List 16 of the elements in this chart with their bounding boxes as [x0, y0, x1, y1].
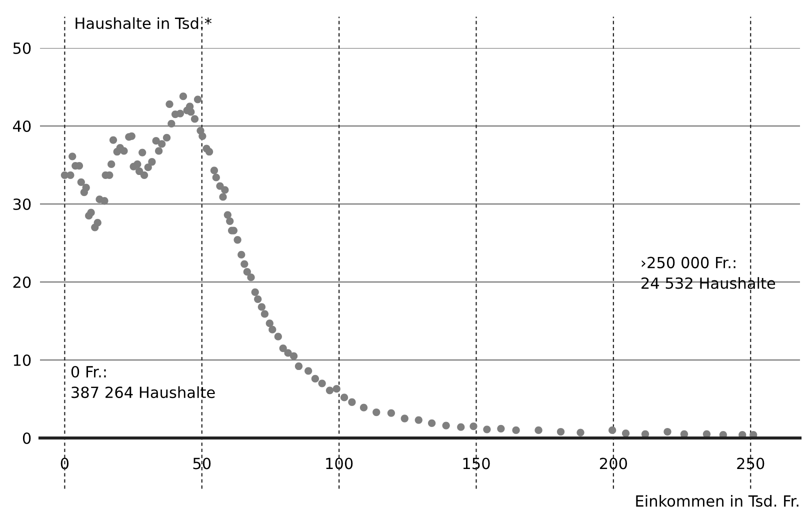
x-tick-label: 0	[60, 458, 69, 470]
annotation: ›250 000 Fr.: 24 532 Haushalte	[642, 256, 776, 289]
x-tick-label: 150	[463, 458, 490, 470]
x-tick-label: 200	[600, 458, 627, 470]
y-tick-label: 10	[14, 354, 31, 366]
y-axis-title: Haushalte in Tsd.*	[76, 17, 212, 30]
y-tick-label: 0	[22, 432, 31, 444]
annotation: 0 Fr.: 387 264 Haushalte	[71, 366, 215, 398]
x-axis-title: Einkommen in Tsd. Fr.	[636, 494, 798, 507]
y-tick-label: 30	[13, 198, 31, 210]
y-tick-label: 20	[13, 276, 31, 288]
x-tick-label: 100	[326, 458, 353, 470]
x-tick-label: 250	[737, 458, 764, 470]
y-tick-label: 40	[12, 120, 31, 132]
x-tick-label: 50	[193, 458, 211, 470]
y-tick-label: 50	[13, 42, 31, 54]
